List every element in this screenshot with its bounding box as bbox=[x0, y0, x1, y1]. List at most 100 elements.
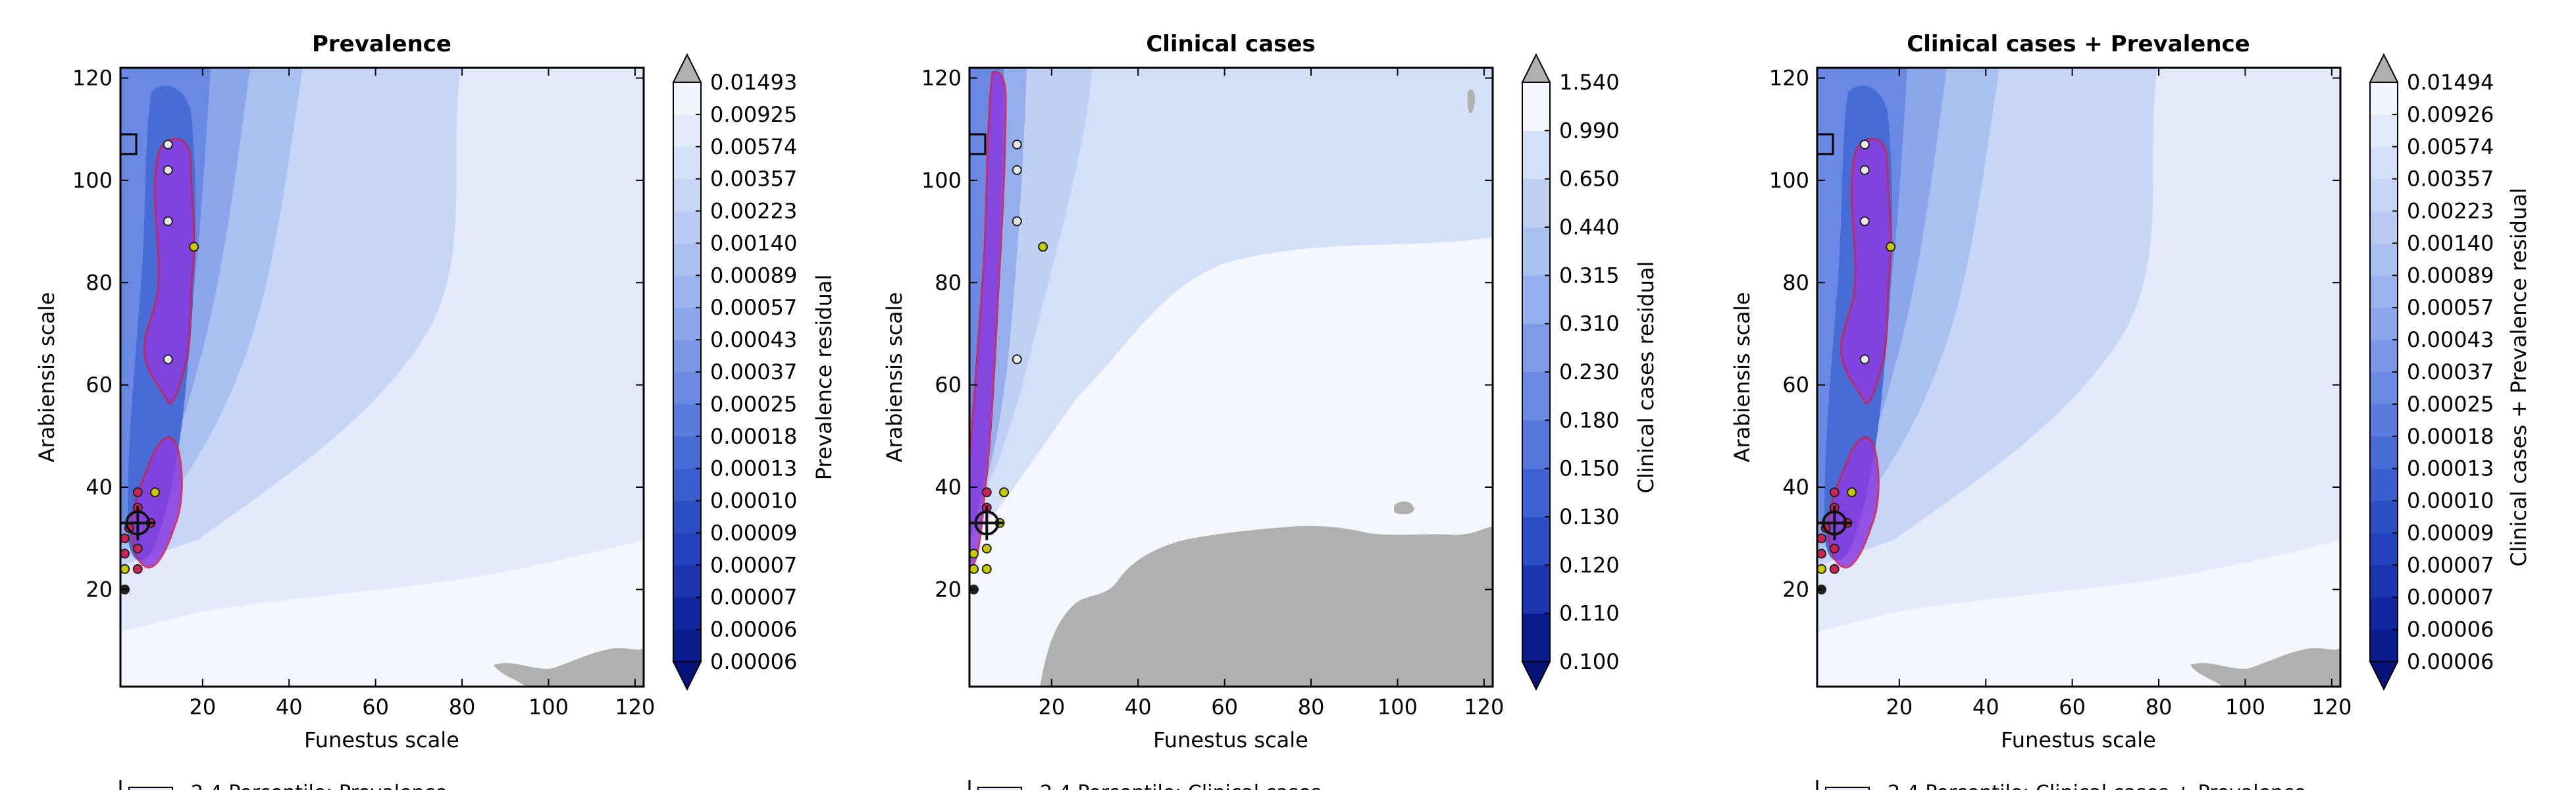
colorbar-tick-label: 0.00007 bbox=[710, 585, 797, 610]
colorbar-segment bbox=[2370, 82, 2398, 115]
colorbar-tick-label: 0.00223 bbox=[710, 199, 797, 224]
x-tick-label: 40 bbox=[1125, 695, 1152, 720]
colorbar-segment bbox=[1522, 227, 1550, 276]
data-point bbox=[132, 564, 143, 574]
data-point bbox=[150, 487, 161, 498]
region-lower bbox=[1827, 436, 1880, 569]
colorbar-segment bbox=[673, 404, 701, 437]
colorbar-tick-label: 0.00007 bbox=[2407, 585, 2494, 610]
colorbar-segment bbox=[673, 146, 701, 180]
data-point bbox=[1816, 564, 1827, 574]
data-point bbox=[999, 487, 1010, 498]
colorbar-tick-label: 0.650 bbox=[1559, 167, 1620, 192]
data-point bbox=[163, 165, 173, 175]
region-upper bbox=[143, 138, 195, 404]
colorbar-under-arrow bbox=[672, 661, 702, 691]
colorbar-tick-label: 0.00089 bbox=[710, 263, 797, 288]
colorbar-tick-label: 0.00357 bbox=[710, 167, 797, 192]
colorbar-tick-label: 0.00357 bbox=[2407, 167, 2494, 192]
colorbar-segment bbox=[2370, 243, 2398, 276]
colorbar-label: Clinical cases + Prevalence residual bbox=[2506, 188, 2531, 566]
plot-frame bbox=[968, 66, 1494, 688]
colorbar-segment bbox=[1522, 178, 1550, 228]
colorbar-tick-label: 0.00009 bbox=[2407, 520, 2494, 545]
colorbar-tick-label: 0.440 bbox=[1559, 215, 1620, 240]
data-point bbox=[1012, 216, 1022, 226]
colorbar-tick-label: 0.00006 bbox=[710, 649, 797, 674]
y-tick-label: 60 bbox=[935, 373, 962, 398]
data-point bbox=[1859, 140, 1870, 150]
x-tick-label: 20 bbox=[1038, 695, 1065, 720]
colorbar-tick-label: 0.00140 bbox=[710, 230, 797, 255]
x-axis-label: Funestus scale bbox=[1153, 727, 1308, 752]
colorbar-segment bbox=[1522, 517, 1550, 566]
x-tick-label: 80 bbox=[1298, 695, 1325, 720]
data-point bbox=[1012, 140, 1022, 150]
colorbar-tick-label: 0.310 bbox=[1559, 311, 1620, 336]
x-tick-label: 100 bbox=[2225, 695, 2265, 720]
y-tick-label: 80 bbox=[935, 270, 962, 295]
colorbar-tick-label: 1.540 bbox=[1559, 70, 1620, 95]
colorbar-tick-label: 0.00043 bbox=[710, 327, 797, 352]
colorbar-segment bbox=[2370, 372, 2398, 405]
heatmap-background bbox=[1817, 68, 2340, 687]
colorbar-label: Clinical cases residual bbox=[1634, 261, 1659, 494]
colorbar-tick-label: 0.00037 bbox=[2407, 359, 2494, 384]
legend-swatch bbox=[1825, 787, 1870, 790]
data-point bbox=[1829, 487, 1840, 498]
colorbar-tick-label: 0.00089 bbox=[2407, 263, 2494, 288]
best-point-marker bbox=[1817, 506, 1852, 540]
colorbar-segment bbox=[2370, 468, 2398, 502]
x-tick-label: 80 bbox=[2146, 695, 2173, 720]
y-tick-label: 80 bbox=[86, 270, 113, 295]
colorbar-tick-label: 0.00140 bbox=[2407, 230, 2494, 255]
data-point bbox=[163, 216, 173, 226]
colorbar-segment bbox=[673, 468, 701, 502]
colorbar-tick-label: 0.130 bbox=[1559, 504, 1620, 529]
data-point bbox=[189, 242, 199, 252]
best-point-marker bbox=[120, 506, 155, 540]
y-axis-label: Arabiensis scale bbox=[34, 292, 59, 463]
highlight-region bbox=[130, 138, 195, 569]
colorbar-tick-label: 0.00057 bbox=[2407, 295, 2494, 320]
x-tick-label: 40 bbox=[276, 695, 303, 720]
data-point bbox=[969, 548, 979, 559]
y-tick-label: 100 bbox=[1769, 168, 1809, 193]
colorbar-tick-label: 0.230 bbox=[1559, 359, 1620, 384]
x-tick-label: 100 bbox=[528, 695, 569, 720]
colorbar-segment bbox=[1522, 468, 1550, 517]
data-point bbox=[969, 564, 979, 574]
y-tick-label: 60 bbox=[1782, 373, 1809, 398]
x-tick-label: 100 bbox=[1378, 695, 1418, 720]
data-point bbox=[120, 533, 130, 544]
colorbar-tick-label: 0.01493 bbox=[710, 70, 797, 95]
colorbar-segment bbox=[673, 178, 701, 212]
colorbar-tick-label: 0.01494 bbox=[2407, 70, 2494, 95]
legend-text: 2.4 Percentile: Clinical cases bbox=[1040, 781, 1321, 790]
colorbar-segment bbox=[673, 82, 701, 115]
legend-text: 2.4 Percentile: Prevalence bbox=[191, 781, 448, 790]
colorbar-tick-label: 0.00574 bbox=[2407, 134, 2494, 159]
colorbar-segment bbox=[1522, 82, 1550, 131]
x-tick-label: 120 bbox=[2311, 695, 2352, 720]
data-point bbox=[1886, 242, 1896, 252]
y-tick-label: 120 bbox=[72, 66, 113, 91]
colorbar-segment bbox=[2370, 565, 2398, 598]
colorbar-tick-label: 0.00025 bbox=[710, 392, 797, 417]
plot-frame bbox=[1816, 66, 2342, 688]
x-tick-label: 120 bbox=[615, 695, 655, 720]
y-tick-label: 40 bbox=[935, 475, 962, 500]
data-point bbox=[1847, 487, 1857, 498]
x-axis: 20 40 60 80 100 120 bbox=[1886, 68, 2352, 720]
over-range-patch bbox=[2190, 648, 2340, 687]
colorbar-segment bbox=[673, 436, 701, 469]
heatmap-background bbox=[969, 68, 1493, 687]
colorbar-segment bbox=[2370, 404, 2398, 437]
data-point bbox=[1038, 242, 1048, 252]
colorbar-segment bbox=[1522, 613, 1550, 662]
data-point bbox=[981, 564, 992, 574]
colorbar-tick-label: 0.00007 bbox=[2407, 552, 2494, 577]
y-tick-label: 100 bbox=[72, 168, 113, 193]
colorbar-segment bbox=[2370, 146, 2398, 180]
